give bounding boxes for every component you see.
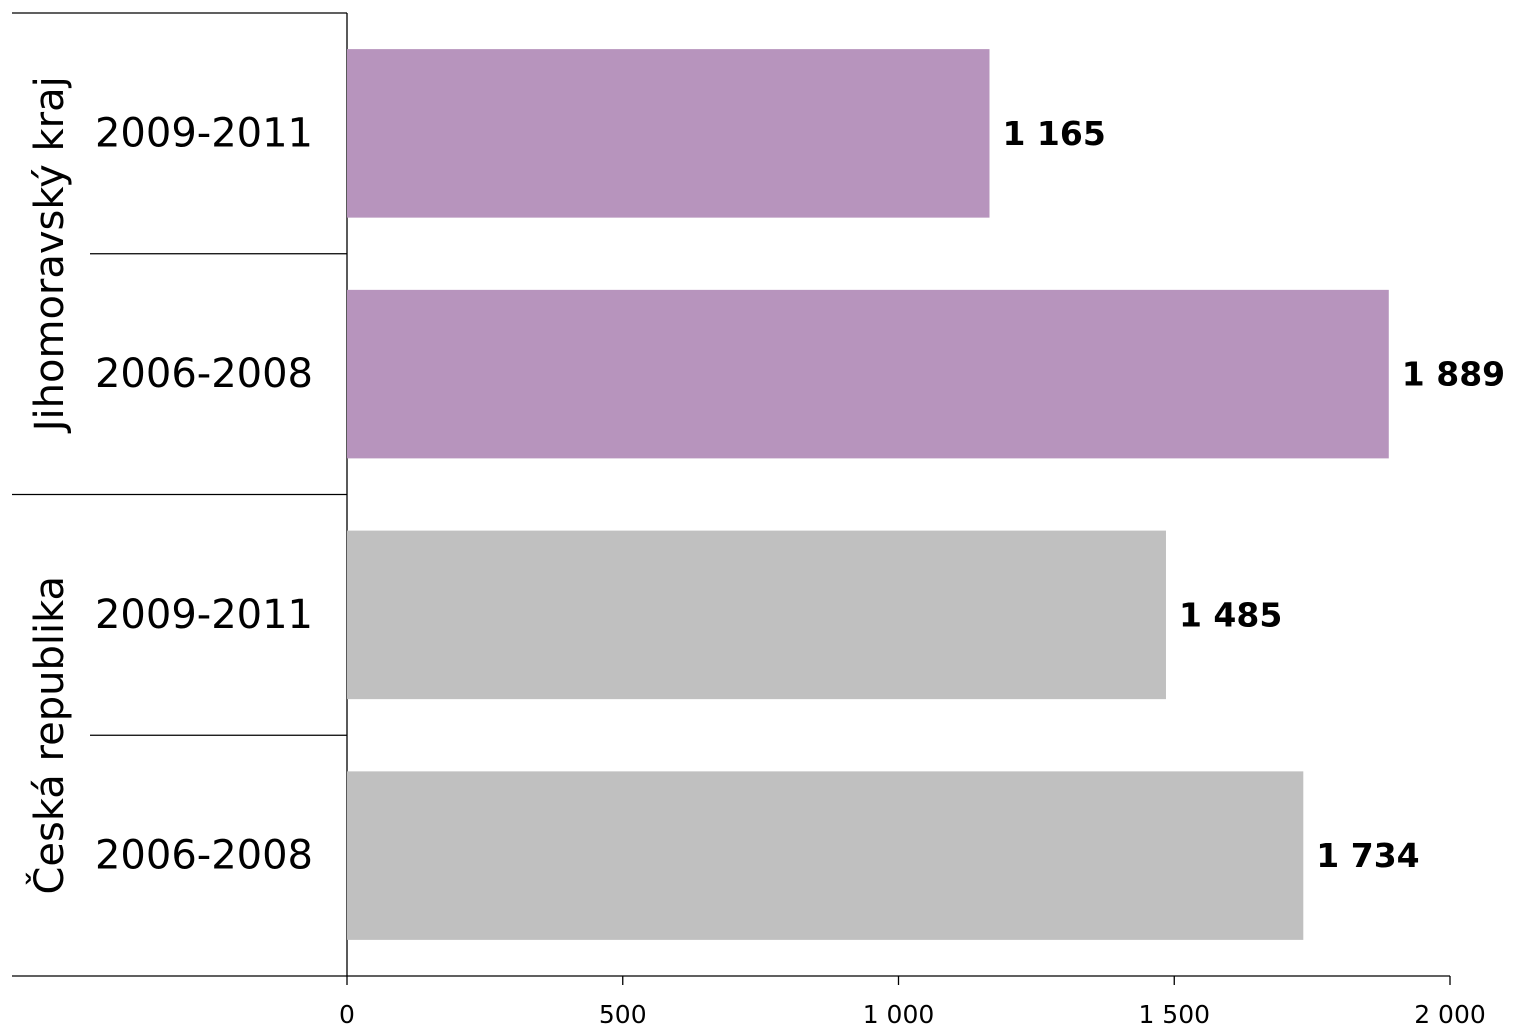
value-label: 1 734 — [1316, 836, 1419, 875]
value-labels: 1 165 1 889 1 485 1 734 — [1002, 114, 1505, 875]
x-tick-label: 2 000 — [1414, 1000, 1486, 1029]
x-tick-label: 0 — [339, 1000, 355, 1029]
x-tick-label: 500 — [599, 1000, 647, 1029]
category-labels: 2009-2011 2006-2008 2009-2011 2006-2008 — [95, 110, 313, 878]
bar-1-2 — [347, 289, 1389, 459]
x-tick-label: 1 500 — [1138, 1000, 1210, 1029]
value-label: 1 165 — [1002, 114, 1105, 153]
bar-1-1 — [347, 49, 990, 218]
category-label: 2009-2011 — [95, 110, 313, 156]
value-label: 1 485 — [1179, 595, 1282, 634]
group-label: Jihomoravský kraj — [27, 76, 73, 434]
bar-2-1 — [347, 530, 1166, 700]
group-labels: Jihomoravský kraj Česká republika — [25, 76, 73, 894]
category-label: 2009-2011 — [95, 592, 313, 638]
group-label: Česká republika — [25, 576, 73, 895]
bars — [347, 49, 1389, 940]
x-axis: 0 500 1 000 1 500 2 000 — [339, 976, 1486, 1029]
category-label: 2006-2008 — [95, 833, 313, 879]
x-tick-label: 1 000 — [863, 1000, 935, 1029]
category-label: 2006-2008 — [95, 351, 313, 397]
bar-2-2 — [347, 771, 1304, 940]
value-label: 1 889 — [1402, 355, 1505, 394]
